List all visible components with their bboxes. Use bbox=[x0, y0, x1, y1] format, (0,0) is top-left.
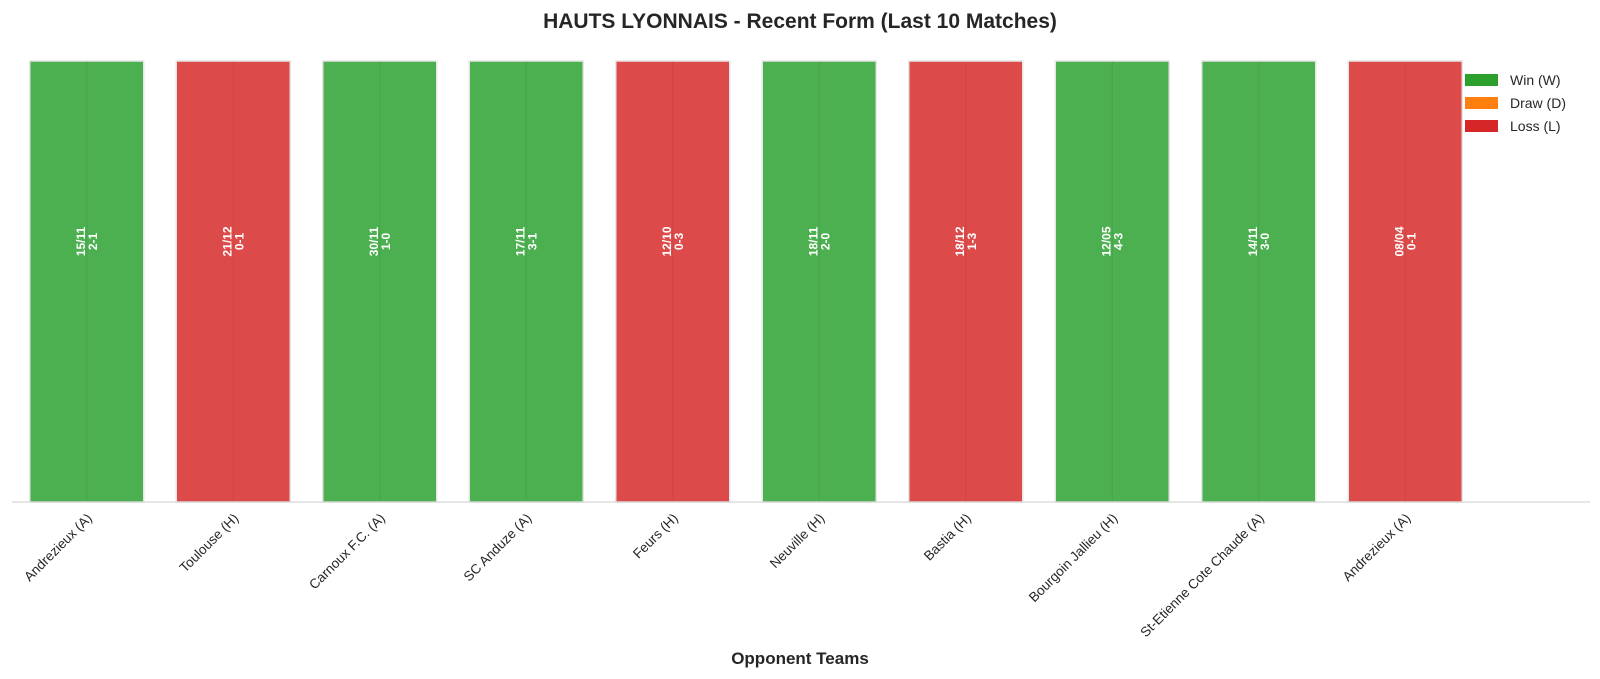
x-tick-label: Toulouse (H) bbox=[177, 511, 242, 576]
bar-date-label: 12/10 bbox=[660, 226, 674, 256]
bar-10 bbox=[1347, 60, 1463, 503]
bar-date-label: 14/11 bbox=[1246, 226, 1260, 256]
bar-3 bbox=[322, 60, 438, 503]
x-tick-label: Andrezieux (A) bbox=[1340, 511, 1414, 585]
bar-6 bbox=[761, 60, 877, 503]
bar-score-label: 0-3 bbox=[672, 233, 686, 251]
x-tick-label: Carnoux F.C. (A) bbox=[306, 511, 388, 593]
bar-4 bbox=[468, 60, 584, 503]
legend-label-w: Win (W) bbox=[1510, 72, 1561, 88]
bar-score-label: 0-1 bbox=[1404, 233, 1418, 251]
bar-date-label: 30/11 bbox=[367, 226, 381, 256]
bar-score-label: 0-1 bbox=[232, 233, 246, 251]
bar-5 bbox=[615, 60, 731, 503]
bar-date-label: 08/04 bbox=[1392, 226, 1406, 256]
legend-swatch-w bbox=[1465, 74, 1498, 86]
bar-date-label: 15/11 bbox=[74, 226, 88, 256]
bars-group bbox=[29, 60, 1463, 503]
x-tick-label: Feurs (H) bbox=[630, 511, 681, 562]
bar-7 bbox=[908, 60, 1024, 503]
legend-label-l: Loss (L) bbox=[1510, 118, 1561, 134]
x-tick-label: Andrezieux (A) bbox=[21, 511, 95, 585]
bar-date-label: 18/11 bbox=[806, 226, 820, 256]
bar-score-label: 1-0 bbox=[379, 233, 393, 251]
x-tick-label: Neuville (H) bbox=[767, 511, 827, 571]
bar-score-label: 3-1 bbox=[525, 233, 539, 251]
legend-swatch-d bbox=[1465, 97, 1498, 109]
legend-swatch-l bbox=[1465, 120, 1498, 132]
bar-date-label: 12/05 bbox=[1099, 226, 1113, 256]
bar-1 bbox=[29, 60, 145, 503]
bar-labels-group: 15/112-1 21/120-1 30/111-0 17/113-1 12/100-3… bbox=[74, 226, 1419, 256]
bar-8 bbox=[1054, 60, 1170, 503]
bar-2 bbox=[175, 60, 291, 503]
bar-date-label: 18/12 bbox=[953, 226, 967, 256]
bar-score-label: 2-0 bbox=[818, 233, 832, 251]
legend: Win (W) Draw (D) Loss (L) bbox=[1465, 72, 1566, 134]
bar-score-label: 2-1 bbox=[86, 233, 100, 251]
chart-title: HAUTS LYONNAIS - Recent Form (Last 10 Ma… bbox=[543, 10, 1057, 33]
x-axis-label: Opponent Teams bbox=[731, 649, 869, 668]
x-tick-labels-group: Andrezieux (A) Toulouse (H) Carnoux F.C. (… bbox=[21, 511, 1413, 640]
x-tick-label: St-Etienne Cote Chaude (A) bbox=[1137, 511, 1266, 640]
bar-score-label: 1-3 bbox=[965, 233, 979, 251]
x-tick-label: Bastia (H) bbox=[921, 511, 974, 564]
bar-date-label: 21/12 bbox=[220, 226, 234, 256]
x-tick-label: SC Anduze (A) bbox=[461, 511, 535, 585]
legend-label-d: Draw (D) bbox=[1510, 95, 1566, 111]
bar-date-label: 17/11 bbox=[513, 226, 527, 256]
x-tick-label: Bourgoin Jallieu (H) bbox=[1026, 511, 1120, 605]
bar-score-label: 3-0 bbox=[1258, 233, 1272, 251]
bar-score-label: 4-3 bbox=[1111, 233, 1125, 251]
